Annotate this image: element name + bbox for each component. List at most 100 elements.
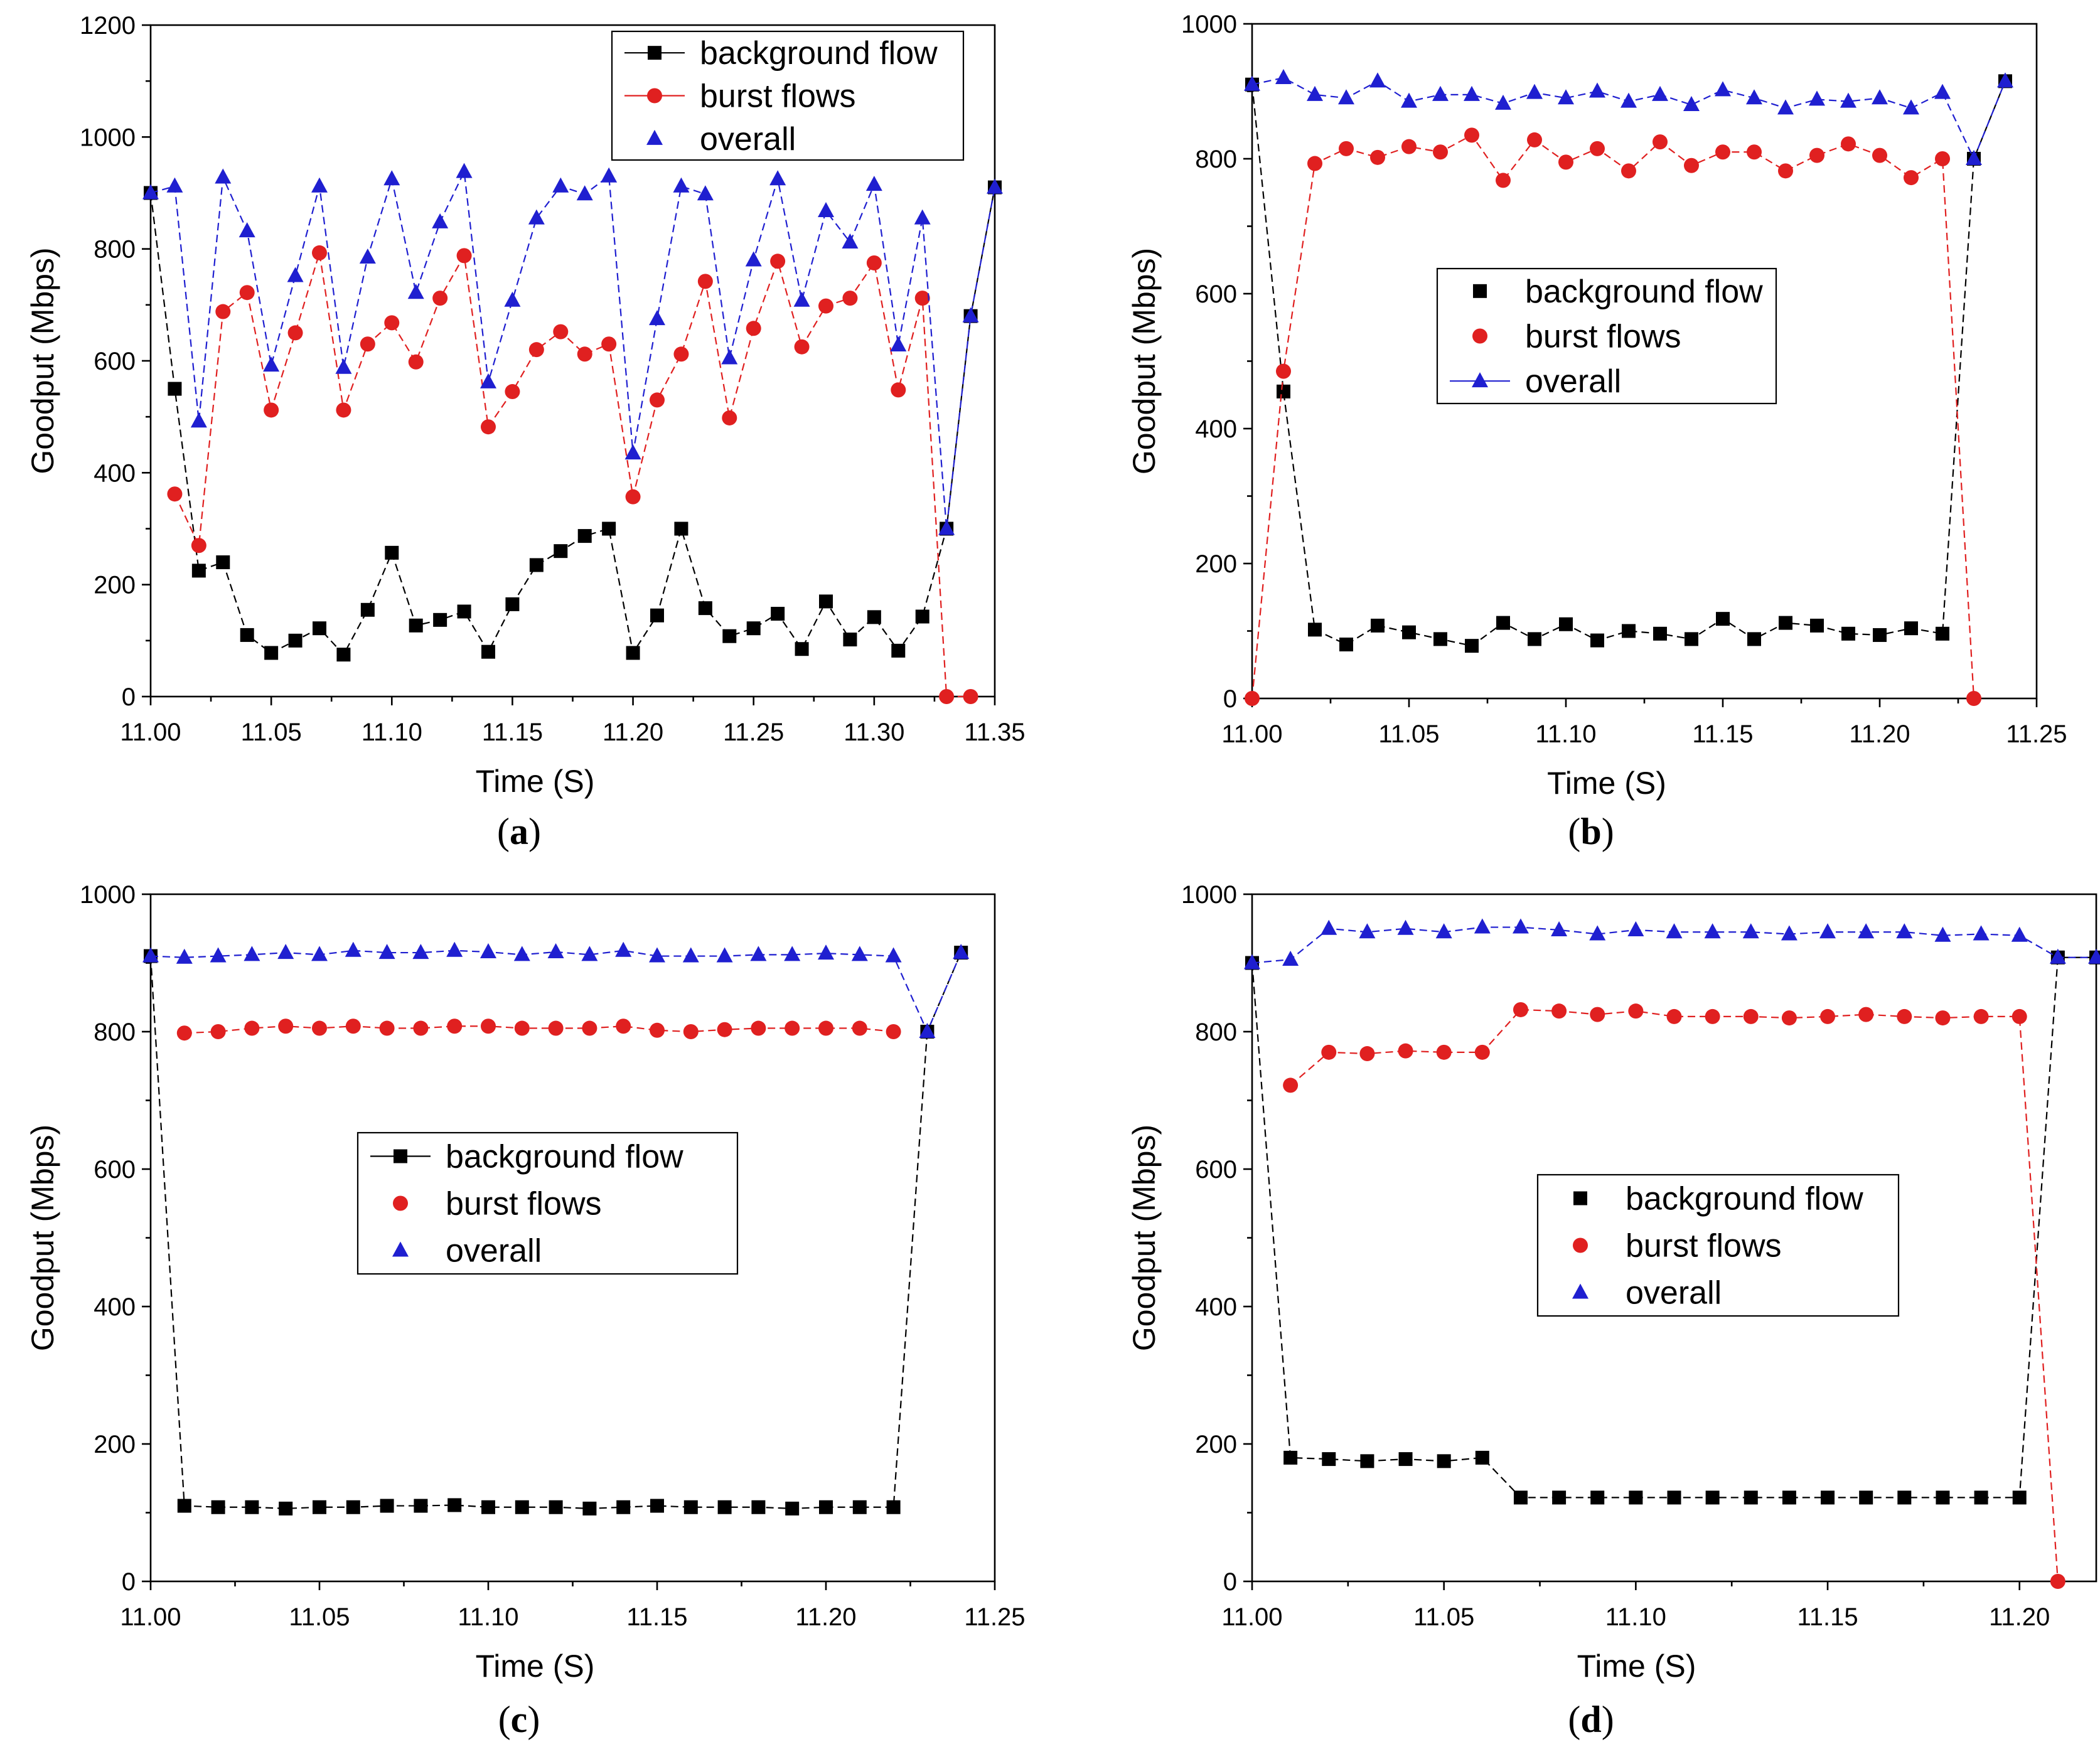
y-tick-label: 200: [1195, 1431, 1237, 1458]
data-point: [1716, 612, 1730, 626]
data-point: [842, 291, 858, 306]
data-point: [1590, 141, 1605, 156]
data-point: [577, 529, 592, 543]
data-point: [1653, 626, 1667, 641]
data-point: [1704, 923, 1721, 939]
data-point: [414, 1499, 428, 1513]
data-point: [1495, 94, 1511, 110]
data-point: [513, 946, 530, 961]
x-tick-label: 11.10: [1605, 1603, 1666, 1631]
data-point: [1934, 926, 1951, 942]
data-point: [1526, 83, 1543, 99]
data-point: [717, 1022, 732, 1037]
x-tick-label: 11.05: [1413, 1603, 1474, 1631]
data-point: [1973, 925, 1990, 941]
x-tick-label: 11.20: [603, 719, 663, 746]
data-point: [1432, 85, 1449, 101]
y-axis-label: Goodput (Mbps): [25, 247, 60, 474]
data-point: [1401, 92, 1417, 108]
data-point: [384, 315, 400, 331]
data-point: [938, 520, 955, 535]
data-point: [2012, 1008, 2027, 1024]
data-point: [345, 941, 362, 957]
legend-label: burst flows: [1626, 1228, 1782, 1264]
x-tick-label: 11.15: [1797, 1603, 1858, 1631]
x-tick-label: 11.15: [626, 1603, 687, 1631]
data-point: [1903, 99, 1919, 115]
data-point: [380, 1499, 394, 1513]
data-point: [842, 233, 859, 249]
x-axis-label: Time (S): [1577, 1649, 1696, 1684]
x-tick-label: 11.20: [1849, 720, 1910, 748]
data-point: [1684, 158, 1699, 173]
y-tick-label: 0: [122, 683, 136, 711]
x-tick-label: 11.10: [362, 719, 422, 746]
data-point: [1321, 919, 1337, 935]
data-point: [1307, 85, 1323, 101]
data-point: [378, 944, 395, 960]
data-point: [1821, 1490, 1835, 1505]
data-point: [1590, 1007, 1605, 1022]
data-point: [1433, 144, 1448, 160]
y-tick-label: 200: [94, 572, 136, 599]
data-point: [819, 594, 833, 609]
data-point: [1338, 89, 1354, 105]
chart-panel-c: 11.00 11.05 11.10 11.15 11.20 11.25 0 200 400 600…: [25, 881, 1026, 1740]
x-tick-label: 11.10: [1535, 720, 1596, 748]
data-point: [1936, 1490, 1950, 1505]
data-point: [432, 213, 449, 228]
data-point: [1705, 1008, 1720, 1024]
data-point: [1282, 951, 1299, 966]
data-point: [1621, 163, 1636, 179]
data-point: [312, 1020, 327, 1036]
x-tick-label: 11.15: [482, 719, 543, 746]
y-tick-label: 600: [1195, 1156, 1237, 1184]
data-point: [529, 558, 544, 572]
y-tick-label: 800: [94, 1018, 136, 1046]
data-point: [336, 402, 351, 418]
x-tick-label: 11.05: [1378, 720, 1439, 748]
legend: background flow burst flows overall: [356, 1131, 739, 1275]
data-point: [1667, 1490, 1681, 1505]
data-point: [793, 291, 810, 307]
panel-caption: (a): [497, 811, 541, 852]
data-point: [1558, 154, 1573, 170]
data-point: [528, 209, 545, 225]
legend-label: overall: [1525, 363, 1621, 400]
y-tick-label: 600: [94, 1156, 136, 1184]
data-point: [383, 170, 400, 186]
data-point: [1666, 923, 1683, 939]
data-point: [1904, 170, 1919, 186]
data-point: [1746, 89, 1762, 105]
data-point: [865, 176, 882, 191]
data-point: [650, 392, 665, 408]
data-point: [2050, 1574, 2065, 1589]
y-tick-label: 400: [94, 459, 136, 487]
y-tick-label: 1000: [80, 881, 136, 909]
data-point: [1936, 626, 1949, 641]
data-point: [1966, 150, 1982, 165]
data-point: [1896, 923, 1913, 939]
data-point: [446, 941, 463, 957]
series-overall: [142, 163, 1003, 535]
data-point: [682, 947, 699, 963]
data-point: [1590, 1490, 1605, 1505]
data-point: [698, 601, 712, 616]
x-axis-label: Time (S): [476, 764, 595, 799]
data-point: [1743, 1008, 1759, 1024]
y-axis-label: Goodput (Mbps): [1127, 248, 1162, 474]
y-tick-label: 200: [1195, 550, 1237, 578]
data-point: [528, 342, 544, 358]
data-point: [481, 1500, 495, 1514]
data-point: [843, 633, 857, 647]
data-point: [277, 944, 294, 960]
data-point: [581, 946, 598, 961]
data-point: [1809, 90, 1825, 106]
series-burst-flows: [167, 245, 978, 704]
caption-paren-open: (: [497, 811, 510, 852]
data-point: [1934, 83, 1951, 99]
data-point: [770, 254, 786, 269]
caption-letter: d: [1580, 1699, 1601, 1740]
x-tick-label: 11.25: [723, 719, 784, 746]
data-point: [1322, 1452, 1336, 1467]
